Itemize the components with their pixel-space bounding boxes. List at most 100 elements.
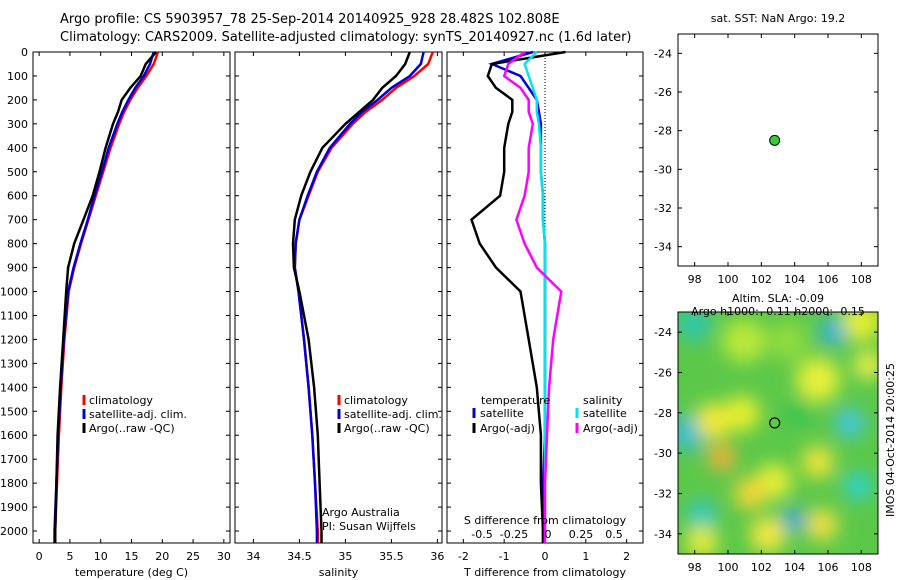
- sla-blob: [686, 525, 718, 554]
- depth-tick-label: 2000: [0, 525, 28, 538]
- map-y-tick-label: -32: [654, 488, 672, 501]
- header-line2: Climatology: CARS2009. Satellite-adjuste…: [60, 30, 632, 45]
- sla-blob: [854, 351, 878, 380]
- x-tick-label: 35.5: [379, 550, 404, 563]
- x-tick-label: 20: [155, 550, 169, 563]
- depth-tick-label: 1400: [0, 381, 28, 394]
- map-x-tick-label: 104: [784, 273, 805, 286]
- series-line: [53, 51, 158, 543]
- depth-tick-label: 1100: [0, 309, 28, 322]
- series-line: [293, 51, 434, 543]
- legend-temperature-heading: temperature: [481, 394, 550, 407]
- tdiff-xlabel: T difference from climatology: [463, 566, 626, 579]
- x-tick-label: 15: [125, 550, 139, 563]
- x-tick-label: 35: [338, 550, 352, 563]
- legend-label: climatology: [89, 394, 153, 407]
- map-x-tick-label: 108: [851, 561, 872, 574]
- sla-blob: [806, 508, 838, 541]
- sla-blob: [835, 408, 865, 439]
- x-tick-label: -2: [458, 550, 469, 563]
- temperature_panel-frame: [32, 51, 231, 544]
- x-tick-label: 30: [217, 550, 231, 563]
- argo-position-marker: [769, 134, 781, 146]
- x-tick-label: 34.5: [287, 550, 312, 563]
- x-tick-label: 2: [623, 550, 630, 563]
- map-x-tick-label: 104: [784, 561, 805, 574]
- temperature-xlabel: temperature (deg C): [75, 566, 188, 579]
- sla-blob: [784, 399, 812, 428]
- depth-tick-label: 100: [7, 70, 28, 83]
- series-line: [53, 51, 160, 543]
- sla-blob: [724, 395, 760, 432]
- depth-tick-label: 1900: [0, 501, 28, 514]
- legend-label: satellite: [583, 407, 627, 420]
- series-line: [502, 50, 563, 543]
- map-y-tick-label: -28: [654, 407, 672, 420]
- imos-timestamp: IMOS 04-Oct-2014 20:00:25: [884, 363, 897, 517]
- map-x-tick-label: 98: [688, 273, 702, 286]
- sla-blob: [750, 516, 786, 553]
- depth-tick-label: 800: [7, 238, 28, 251]
- map-x-tick-label: 106: [818, 273, 839, 286]
- sla-blob: [842, 312, 878, 342]
- s-diff-tick-label: 0: [545, 528, 552, 541]
- s-diff-tick-label: 0.5: [605, 528, 623, 541]
- header-line1: Argo profile: CS 5903957_78 25-Sep-2014 …: [60, 12, 560, 27]
- x-tick-label: 36: [430, 550, 444, 563]
- sla-blob: [820, 317, 848, 346]
- x-tick-label: 1: [582, 550, 589, 563]
- depth-tick-label: 1700: [0, 453, 28, 466]
- salinity-note-1: Argo Australia: [322, 506, 400, 519]
- sla-blob: [734, 477, 766, 510]
- map-y-tick-label: -26: [654, 86, 672, 99]
- sla-blob: [678, 312, 712, 343]
- depth-tick-label: 300: [7, 118, 28, 131]
- map-bottom-frame: [677, 311, 879, 555]
- argo-position-ring: [769, 417, 781, 429]
- legend-label: climatology: [344, 394, 408, 407]
- series-line: [523, 51, 547, 543]
- depth-tick-label: 0: [21, 46, 28, 59]
- depth-tick-label: 1300: [0, 357, 28, 370]
- sla-field: [678, 312, 878, 554]
- sla-blobs: [678, 312, 878, 554]
- legend-label: Argo(-adj): [583, 422, 638, 435]
- depth-tick-label: 1200: [0, 333, 28, 346]
- series-line: [293, 51, 425, 543]
- legend-label: Argo(..raw -QC): [344, 422, 430, 435]
- salinity-note-2: PI: Susan Wijffels: [322, 520, 416, 533]
- depth-tick-label: 1500: [0, 405, 28, 418]
- sla-blob: [782, 508, 806, 533]
- map-y-tick-label: -34: [654, 528, 672, 541]
- s-diff-tick-label: -0.5: [471, 528, 492, 541]
- x-tick-label: 25: [186, 550, 200, 563]
- map-x-tick-label: 102: [751, 273, 772, 286]
- salinity_panel-frame: [234, 51, 443, 544]
- map-x-tick-label: 100: [718, 561, 739, 574]
- map-x-tick-label: 106: [818, 561, 839, 574]
- map-y-tick-label: -32: [654, 202, 672, 215]
- s-diff-label: S difference from climatology: [464, 514, 627, 527]
- legend-label: satellite-adj. clim.: [344, 408, 442, 421]
- map-top-title: sat. SST: NaN Argo: 19.2: [711, 12, 845, 25]
- map-y-tick-label: -34: [654, 241, 672, 254]
- sla-blob: [696, 402, 732, 439]
- legend-label: Argo(-adj): [480, 422, 535, 435]
- map-bottom-title-2: Argo h1000: -0.11 h2000: -0.15: [691, 305, 865, 318]
- x-tick-label: 0: [36, 550, 43, 563]
- map-y-tick-label: -24: [654, 326, 672, 339]
- map-y-tick-label: -26: [654, 367, 672, 380]
- depth-tick-label: 1000: [0, 286, 28, 299]
- salinity-xlabel: salinity: [319, 566, 359, 579]
- legend-label: satellite-adj. clim.: [89, 408, 187, 421]
- depth-tick-label: 1600: [0, 429, 28, 442]
- sla-blob: [844, 472, 872, 501]
- legend-label: Argo(..raw -QC): [89, 422, 175, 435]
- sla-blob: [708, 443, 736, 472]
- depth-tick-label: 600: [7, 190, 28, 203]
- x-tick-label: 5: [66, 550, 73, 563]
- legend-label: satellite: [480, 407, 524, 420]
- series-line: [488, 50, 547, 543]
- x-tick-label: 0: [542, 550, 549, 563]
- depth-tick-label: 900: [7, 262, 28, 275]
